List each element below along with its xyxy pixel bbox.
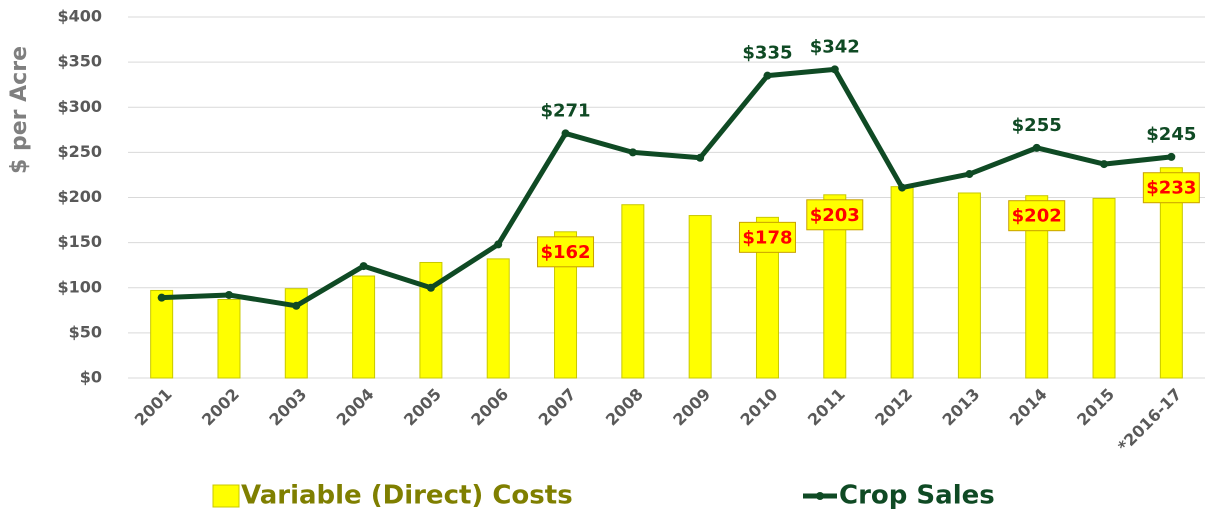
- bar: [150, 289, 174, 379]
- line-point: [965, 170, 974, 179]
- x-tick-label: 2013: [938, 385, 983, 430]
- bar: [890, 186, 914, 379]
- bar: [1159, 167, 1183, 379]
- x-tick-label: 2010: [737, 385, 782, 430]
- line-point: [359, 262, 368, 271]
- x-tick-label: 2004: [333, 385, 378, 430]
- value-label: $255: [1012, 115, 1062, 136]
- legend-swatch-point: [816, 492, 824, 500]
- y-tick-label: $100: [57, 277, 102, 296]
- value-label-box: [806, 199, 864, 231]
- line-point: [830, 65, 839, 74]
- legend-swatch: [212, 484, 240, 508]
- y-tick-label: $350: [57, 52, 102, 71]
- value-label: $202: [1012, 206, 1062, 227]
- value-label: $233: [1146, 178, 1196, 199]
- line-point: [763, 71, 772, 80]
- x-tick-label: 2011: [804, 385, 849, 430]
- line-point: [696, 153, 705, 162]
- line-point: [1167, 152, 1176, 161]
- bar: [1092, 197, 1116, 379]
- value-label-box: [1008, 200, 1066, 232]
- value-label: $335: [742, 43, 792, 64]
- x-tick-label: 2006: [467, 385, 512, 430]
- line-point: [1032, 143, 1041, 152]
- x-tick-label: 2009: [669, 385, 714, 430]
- x-tick-label: 2007: [535, 385, 580, 430]
- line-point: [292, 301, 301, 310]
- y-tick-label: $0: [80, 368, 102, 387]
- value-label: $162: [540, 242, 590, 263]
- bar: [823, 194, 847, 379]
- bar: [554, 231, 578, 379]
- line-point: [628, 148, 637, 157]
- y-tick-label: $300: [57, 97, 102, 116]
- line-point: [157, 293, 166, 302]
- x-tick-label: 2014: [1006, 385, 1051, 430]
- value-label: $342: [810, 36, 860, 57]
- value-label: $203: [810, 205, 860, 226]
- y-tick-label: $250: [57, 142, 102, 161]
- line-point: [561, 129, 570, 138]
- line-point: [426, 283, 435, 292]
- x-tick-label: 2015: [1073, 385, 1118, 430]
- bar: [486, 258, 510, 379]
- legend-label: Variable (Direct) Costs: [241, 481, 573, 511]
- x-tick-label: 2001: [131, 385, 176, 430]
- x-tick-label: 2008: [602, 385, 647, 430]
- x-tick-label: 2002: [198, 385, 243, 430]
- bar: [217, 298, 241, 379]
- line-point: [898, 183, 907, 192]
- y-tick-label: $200: [57, 187, 102, 206]
- value-label: $271: [540, 100, 590, 121]
- bar: [688, 215, 712, 379]
- bar: [284, 288, 308, 379]
- y-axis-label: $ per Acre: [7, 46, 32, 174]
- value-label-box: [537, 236, 595, 268]
- value-label-box: [738, 221, 796, 253]
- line-point: [224, 290, 233, 299]
- bar: [621, 204, 645, 379]
- x-tick-label: 2005: [400, 385, 445, 430]
- bar: [755, 216, 779, 379]
- line-point: [494, 240, 503, 249]
- y-tick-label: $400: [57, 7, 102, 26]
- bar: [1025, 195, 1049, 379]
- value-label: $245: [1146, 124, 1196, 145]
- bar: [419, 261, 443, 379]
- bar: [352, 275, 376, 379]
- x-tick-label: *2016-17: [1114, 385, 1185, 456]
- y-tick-label: $150: [57, 232, 102, 251]
- legend-label: Crop Sales: [839, 481, 995, 511]
- bar: [957, 192, 981, 379]
- x-tick-label: 2012: [871, 385, 916, 430]
- line: [161, 66, 1172, 309]
- line-point: [1100, 160, 1109, 169]
- x-tick-label: 2003: [265, 385, 310, 430]
- value-label-box: [1142, 172, 1200, 204]
- y-tick-label: $50: [69, 322, 102, 341]
- value-label: $178: [742, 227, 792, 248]
